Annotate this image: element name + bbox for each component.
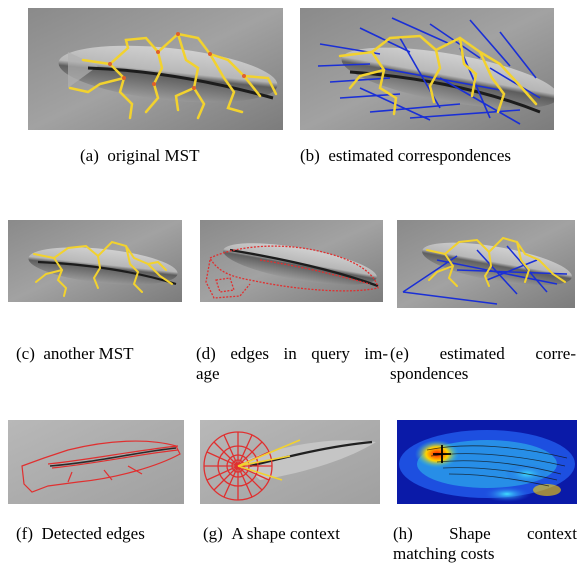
- caption-f-tag: (f): [16, 524, 33, 543]
- caption-b: (b) estimated correspondences: [300, 146, 511, 166]
- caption-d-line2: age: [196, 364, 220, 383]
- caption-a-tag: (a): [80, 146, 99, 165]
- caption-c: (c) another MST: [16, 344, 134, 364]
- query-point-marker: [433, 445, 451, 463]
- panel-e-image: [397, 220, 575, 308]
- caption-a-text: original MST: [107, 146, 200, 165]
- panel-a-image: [28, 8, 283, 130]
- query-edges: [205, 245, 379, 299]
- caption-f: (f) Detected edges: [16, 524, 145, 544]
- caption-h: (h) Shape context matching costs: [393, 524, 577, 564]
- panel-f-image: [8, 420, 184, 504]
- caption-d: (d) edges in query im- age: [196, 344, 388, 384]
- panel-b-image: [300, 8, 554, 130]
- caption-e: (e) estimated corre- spondences: [390, 344, 576, 384]
- detected-edges: [21, 440, 181, 493]
- caption-e-tag: (e): [390, 344, 409, 363]
- caption-a: (a) original MST: [80, 146, 199, 166]
- caption-b-text: estimated correspondences: [328, 146, 512, 165]
- caption-h-tag: (h): [393, 524, 413, 543]
- caption-d-tag: (d): [196, 344, 216, 363]
- panel-g-image: [200, 420, 380, 504]
- caption-h-line1: Shape context: [449, 524, 577, 543]
- panel-h-image: [397, 420, 577, 504]
- caption-g: (g) A shape context: [203, 524, 340, 544]
- caption-f-text: Detected edges: [41, 524, 145, 543]
- caption-h-line2: matching costs: [393, 544, 495, 563]
- caption-d-line1: edges in query im-: [230, 344, 388, 363]
- panel-c-image: [8, 220, 182, 302]
- panel-d-image: [200, 220, 383, 302]
- caption-e-line2: spondences: [390, 364, 469, 383]
- caption-g-text: A shape context: [231, 524, 340, 543]
- caption-g-tag: (g): [203, 524, 223, 543]
- mst-tree: [68, 32, 278, 120]
- caption-c-tag: (c): [16, 344, 35, 363]
- caption-b-tag: (b): [300, 146, 320, 165]
- caption-c-text: another MST: [43, 344, 134, 363]
- caption-e-line1: estimated corre-: [439, 344, 576, 363]
